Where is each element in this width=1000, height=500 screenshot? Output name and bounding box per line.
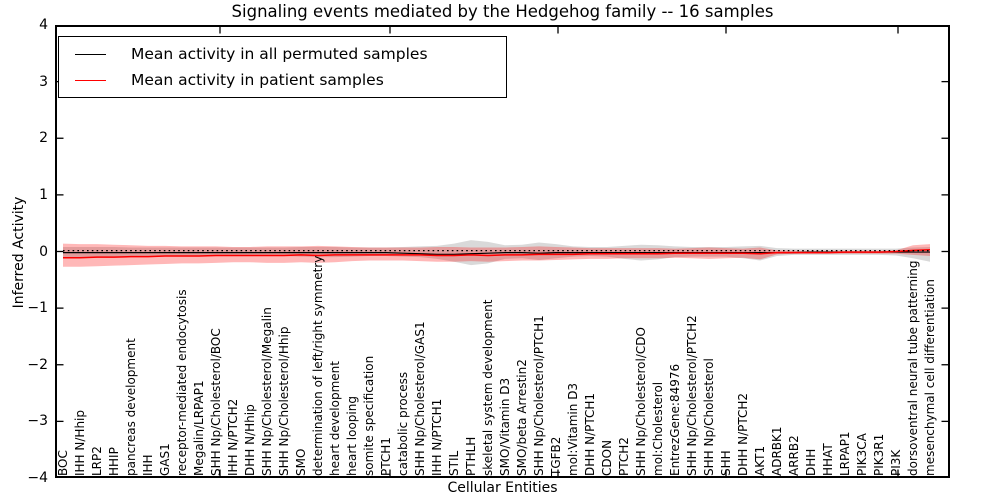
legend-item-label: Mean activity in all permuted samples [131,45,428,63]
x-tick-label: Megalin/LRPAP1 [192,380,206,476]
x-tick-label: HHIP [107,447,121,476]
y-tick-label: −3 [27,413,48,430]
legend-item: Mean activity in all permuted samples [75,45,506,63]
x-tick-label: PIK3CA [855,433,869,476]
x-tick-label: CDON [600,439,614,476]
y-tick-label: 2 [39,130,48,147]
y-tick-label: −2 [27,356,48,373]
x-tick-label: SHH Np/Cholesterol [702,358,716,476]
x-tick-label: DHH N/PTCH2 [736,392,750,476]
x-tick-label: catabolic process [396,371,410,476]
x-tick-label: EntrezGene:84976 [668,363,682,476]
y-tick-label: −1 [27,300,48,317]
x-tick-label: IHH N/PTCH2 [226,398,240,476]
axis-tick-marks [57,27,948,476]
x-tick-label: SMO/Vitamin D3 [498,377,512,476]
x-tick-label: AKT1 [753,445,767,476]
legend-item-label: Mean activity in patient samples [131,71,384,89]
x-tick-label: SHH Np/Cholesterol/GAS1 [413,321,427,476]
x-tick-label: HHAT [821,443,835,476]
x-tick-label: SHH Np/Cholesterol/PTCH2 [685,315,699,476]
x-tick-label: LRP2 [90,446,104,476]
x-axis-title: Cellular Entities [447,480,558,496]
x-tick-label: heart looping [345,396,359,476]
x-tick-label: SMO/beta Arrestin2 [515,359,529,476]
x-tick-label: PI3K [889,449,903,476]
y-tick-label: 1 [39,186,48,203]
x-tick-label: IHH N/Hhip [73,410,87,476]
legend-line-sample [75,79,106,81]
x-tick-label: PIK3R1 [872,433,886,476]
x-tick-label: SMO [294,448,308,476]
x-tick-label: DHH [804,448,818,476]
x-tick-label: mol:Vitamin D3 [566,382,580,476]
x-tick-label: PTCH1 [379,437,393,476]
chart-title: Signaling events mediated by the Hedgeho… [231,2,774,21]
x-tick-label: SHH Np/Cholesterol/CDO [634,327,648,476]
x-tick-label: IHH N/PTCH1 [430,398,444,476]
x-tick-label: ADRBK1 [770,426,784,476]
x-tick-label: dorsoventral neural tube patterning [906,260,920,476]
x-tick-label: SHH Np/Cholesterol/BOC [209,328,223,476]
plot-canvas [57,27,948,476]
x-tick-label: somite specification [362,355,376,476]
x-tick-label: TGFB2 [549,436,563,476]
x-tick-label: skeletal system development [481,299,495,476]
x-tick-label: SHH Np/Cholesterol/PTCH1 [532,315,546,476]
x-tick-label: SHH [719,450,733,476]
x-tick-label: heart development [328,361,342,476]
x-tick-label: BOC [56,450,70,476]
x-tick-label: STIL [447,450,461,476]
patient-mean-line [63,249,931,259]
x-tick-label: SHH Np/Cholesterol/Hhip [277,326,291,476]
x-tick-label: DHH N/PTCH1 [583,392,597,476]
y-tick-label: 0 [39,243,48,260]
x-tick-label: SHH Np/Cholesterol/Megalin [260,307,274,476]
legend: Mean activity in all permuted samples Mea… [58,36,507,98]
x-tick-label: mesenchymal cell differentiation [923,279,937,476]
x-tick-label: ARRB2 [787,435,801,476]
x-tick-label: PTHLH [464,436,478,476]
x-tick-label: mol:Cholesterol [651,381,665,476]
plot-area [55,25,950,478]
y-tick-label: −4 [27,470,48,486]
x-tick-label: determination of left/right symmetry [311,255,325,476]
legend-line-sample [75,53,106,55]
x-tick-label: IHH [141,454,155,476]
x-tick-label: receptor-mediated endocytosis [175,289,189,476]
x-tick-label: LRPAP1 [838,431,852,476]
x-tick-label: DHH N/Hhip [243,404,257,476]
x-tick-label: GAS1 [158,443,172,476]
legend-item: Mean activity in patient samples [75,71,506,89]
y-tick-label: 4 [39,17,48,33]
y-tick-label: 3 [39,73,48,90]
x-tick-label: pancreas development [124,338,138,476]
x-tick-label: PTCH2 [617,437,631,476]
